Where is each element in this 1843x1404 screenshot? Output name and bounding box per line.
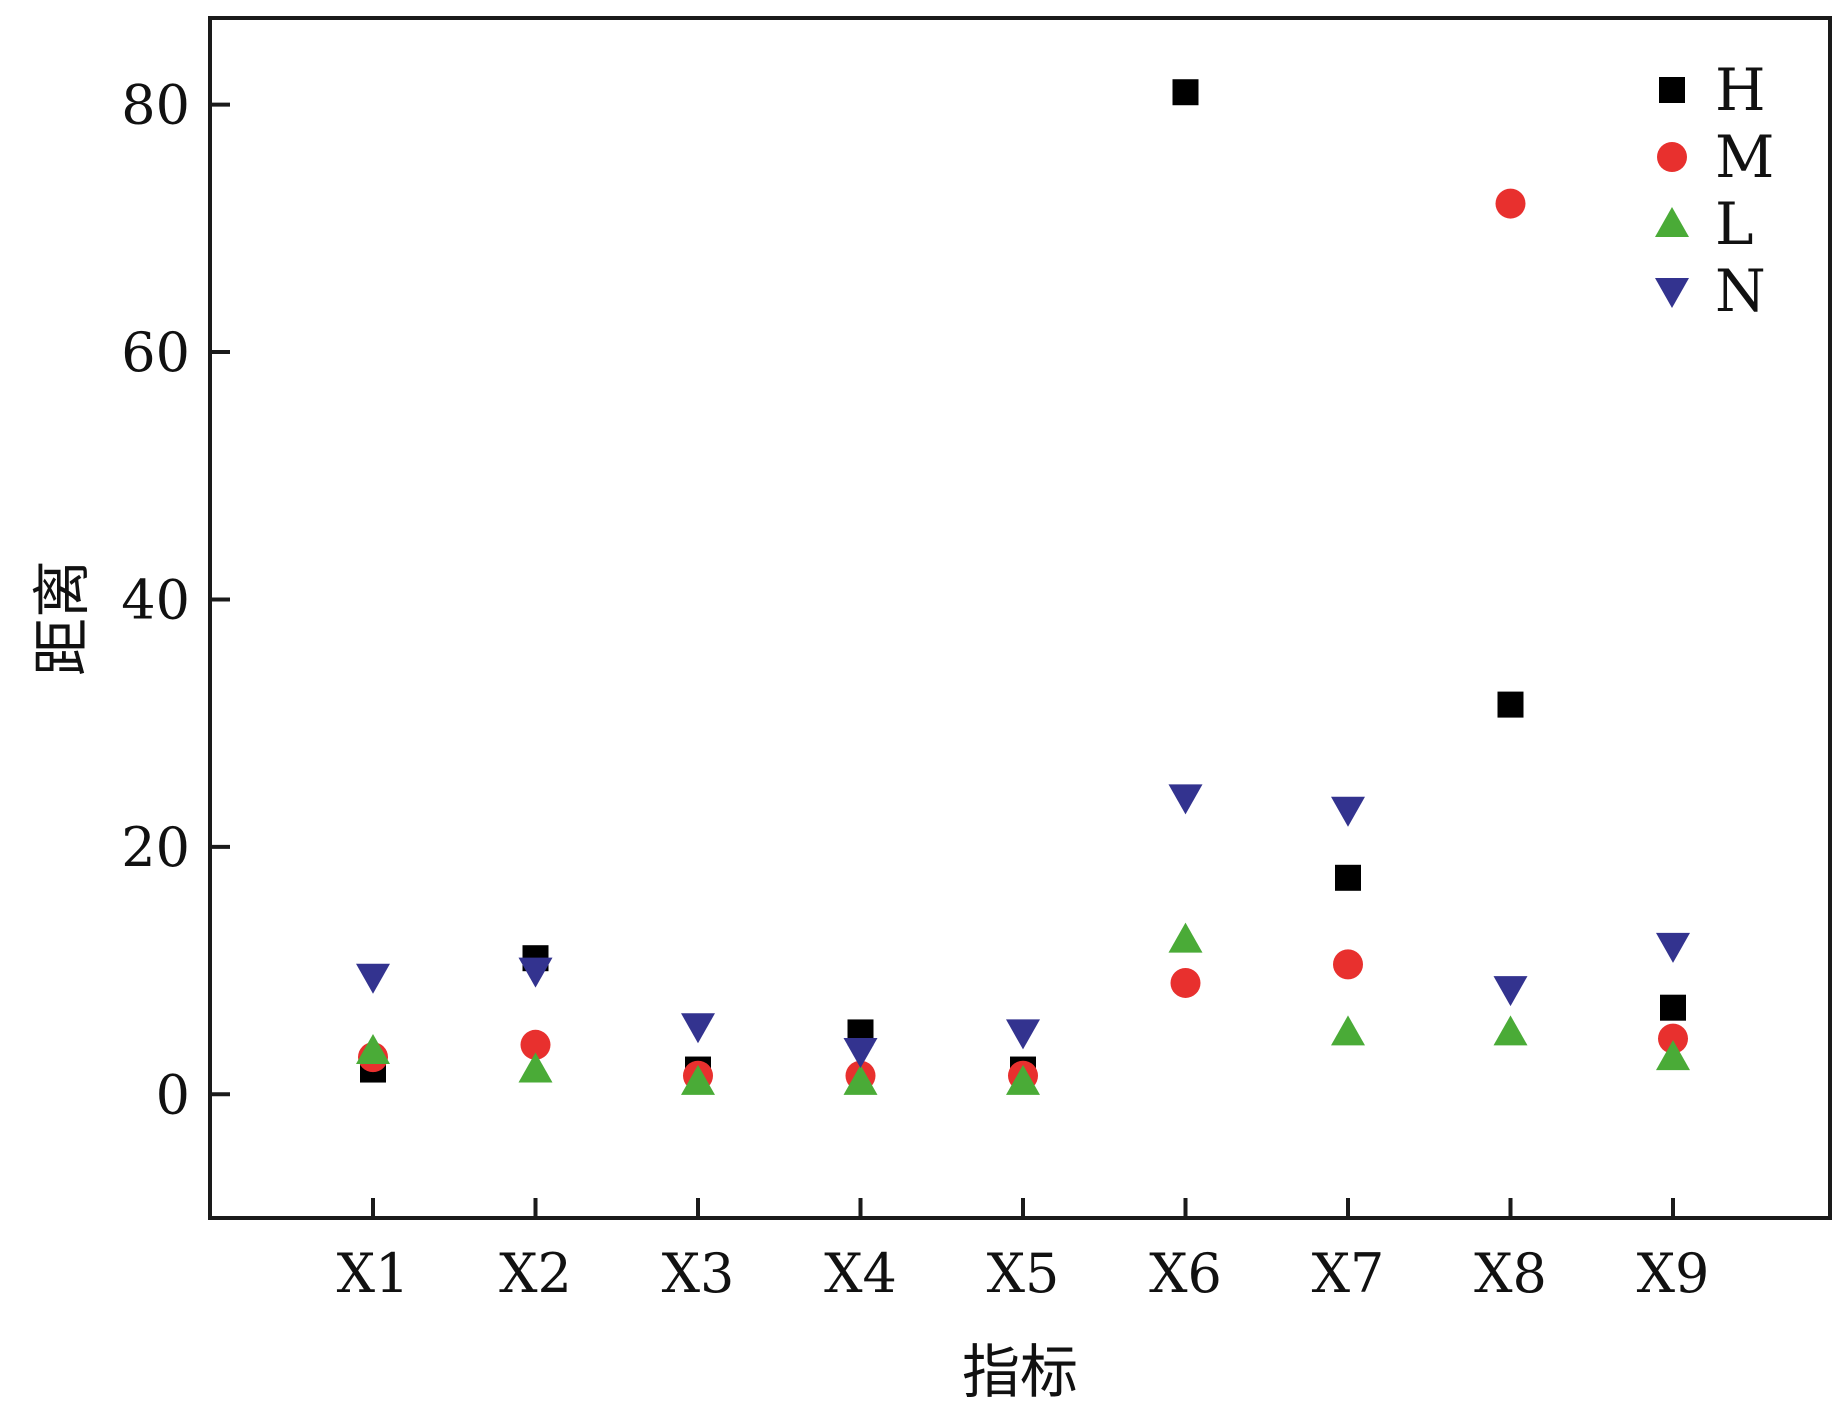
x-tick-label: X8 (1474, 1242, 1547, 1305)
y-tick-label: 20 (121, 816, 190, 879)
x-tick-label: X9 (1637, 1242, 1710, 1305)
data-point-n (681, 1013, 715, 1044)
y-axis-title: 距离 (28, 560, 96, 676)
legend-marker-n (1655, 278, 1689, 308)
data-point-n (1656, 932, 1690, 963)
x-tick-label: X1 (337, 1242, 410, 1305)
y-axis: 0 20 40 60 80 (121, 74, 230, 1126)
x-tick-label: X2 (499, 1242, 572, 1305)
data-point-l (1656, 1040, 1690, 1071)
y-tick-label: 60 (121, 321, 190, 384)
data-point-l (1331, 1015, 1365, 1046)
data-point-m (1333, 949, 1363, 980)
legend-marker-l (1655, 207, 1689, 237)
legend-label-m: M (1715, 123, 1774, 191)
data-point-n (1331, 796, 1365, 827)
data-point-l (1493, 1015, 1528, 1046)
y-tick-label: 0 (156, 1063, 190, 1126)
legend-label-n: N (1715, 257, 1766, 325)
data-point-m (1170, 967, 1201, 998)
legend-marker-h (1659, 77, 1685, 103)
x-tick-label: X6 (1149, 1242, 1222, 1305)
data-markers (356, 79, 1690, 1095)
data-point-m (1495, 188, 1526, 219)
x-tick-label: X5 (987, 1242, 1060, 1305)
data-point-n (843, 1037, 878, 1068)
y-tick-label: 40 (121, 568, 190, 631)
plot-frame (208, 16, 1832, 1220)
data-point-n (356, 963, 390, 994)
legend-label-h: H (1715, 56, 1766, 124)
data-point-h (1172, 79, 1199, 106)
data-point-n (1168, 784, 1203, 815)
legend-marker-m (1657, 142, 1687, 172)
legend-label-l: L (1715, 190, 1754, 258)
x-tick-label: X4 (824, 1242, 897, 1305)
x-axis: X1 X2 X3 X4 X5 X6 X7 X8 X9 (337, 1198, 1710, 1305)
data-point-h (1660, 994, 1686, 1021)
data-point-l (1006, 1064, 1040, 1095)
x-tick-label: X7 (1312, 1242, 1385, 1305)
data-point-l (518, 1052, 553, 1083)
data-point-n (518, 957, 553, 988)
data-point-h (1497, 691, 1524, 718)
data-point-l (843, 1064, 878, 1095)
data-point-h (1335, 864, 1361, 891)
data-point-n (1006, 1019, 1040, 1050)
y-tick-label: 80 (121, 74, 190, 137)
x-tick-label: X3 (662, 1242, 735, 1305)
x-axis-title: 指标 (962, 1338, 1078, 1404)
data-point-l (681, 1064, 715, 1095)
data-point-l (1168, 922, 1203, 953)
data-point-m (1658, 1023, 1688, 1054)
data-point-m (520, 1029, 551, 1060)
data-point-l (356, 1033, 390, 1064)
data-point-n (1493, 976, 1528, 1007)
